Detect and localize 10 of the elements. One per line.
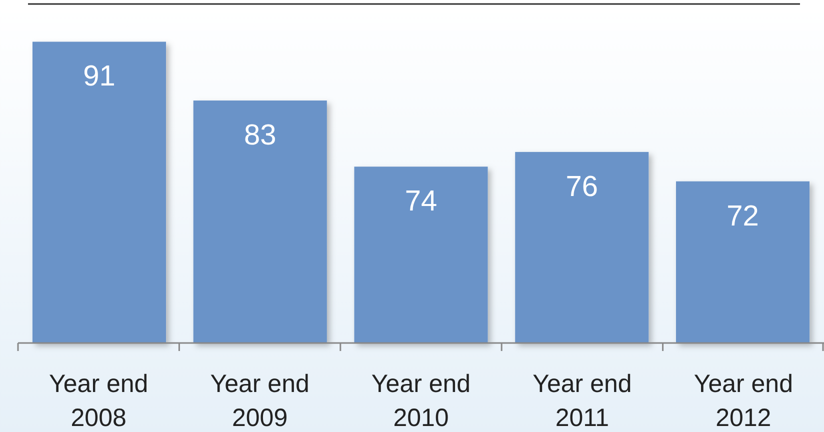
x-tick-label: Year end 2009 <box>210 370 310 432</box>
data-label: 72 <box>726 200 759 232</box>
data-label: 91 <box>83 60 116 93</box>
x-tick-label: Year end 2012 <box>694 370 793 432</box>
data-label: 74 <box>404 186 438 218</box>
data-label: 83 <box>244 120 276 152</box>
x-tick-label: Year end 2008 <box>49 370 148 432</box>
x-tick-label: Year end 2010 <box>371 370 471 432</box>
x-tick-label: Year end 2011 <box>532 370 632 432</box>
data-label: 76 <box>566 170 598 203</box>
